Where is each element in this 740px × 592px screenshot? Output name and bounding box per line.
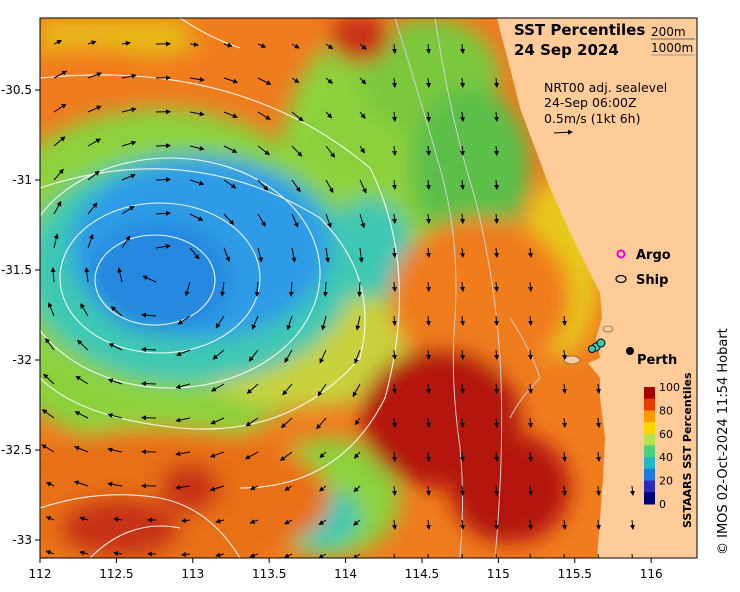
contour-legend-1000m: 1000m — [651, 41, 693, 55]
colorbar-swatch — [644, 468, 655, 482]
contour-legend-200m: 200m — [651, 25, 686, 39]
current-info-line1: NRT00 adj. sealevel — [544, 80, 667, 95]
x-tick-label: 114.5 — [405, 567, 439, 581]
colorbar-swatch — [644, 422, 655, 435]
colorbar-swatch — [644, 457, 655, 470]
map-title-line1: SST Percentiles — [514, 21, 645, 39]
colorbar-tick-label: 40 — [659, 451, 673, 464]
y-tick-label: -32.5 — [1, 443, 32, 457]
map-title-line2: 24 Sep 2024 — [514, 41, 619, 59]
x-tick-label: 113 — [181, 567, 204, 581]
colorbar-tick-label: 0 — [659, 498, 666, 511]
current-info-line2: 24-Sep 06:00Z — [544, 95, 637, 110]
y-tick-label: -30.5 — [1, 83, 32, 97]
x-tick-label: 112.5 — [99, 567, 133, 581]
y-tick-label: -31 — [12, 173, 32, 187]
x-tick-label: 116 — [640, 567, 663, 581]
x-tick-label: 115 — [487, 567, 510, 581]
rottnest-island — [563, 355, 581, 365]
colorbar-tick-label: 80 — [659, 404, 673, 417]
y-tick-label: -33 — [12, 533, 32, 547]
sst-map[interactable]: SST Percentiles 24 Sep 2024 200m 1000m N… — [40, 18, 697, 558]
current-info-line3: 0.5m/s (1kt 6h) — [544, 111, 640, 126]
perth-label: Perth — [637, 353, 677, 368]
x-tick-label: 112 — [29, 567, 52, 581]
current-arrow — [155, 177, 171, 183]
credit-text: © IMOS 02-Oct-2024 11:54 Hobart — [716, 328, 731, 555]
colorbar-swatch — [644, 410, 655, 423]
map-frame[interactable]: SST Percentiles 24 Sep 2024 200m 1000m N… — [40, 18, 697, 558]
colorbar-swatch — [644, 387, 655, 400]
perth-marker — [626, 347, 634, 355]
x-tick-label: 115.5 — [558, 567, 592, 581]
island — [602, 325, 614, 333]
ship-label: Ship — [636, 273, 668, 288]
colorbar-swatch — [644, 480, 655, 493]
colorbar-tick-label: 20 — [659, 475, 673, 488]
colorbar-swatch — [644, 445, 655, 458]
colorbar-swatch — [644, 492, 655, 505]
colorbar-tick-label: 60 — [659, 428, 673, 441]
x-tick-label: 114 — [334, 567, 357, 581]
y-tick-label: -31.5 — [1, 263, 32, 277]
current-arrow — [141, 381, 157, 387]
colorbar-swatch — [644, 433, 655, 446]
argo-label: Argo — [636, 248, 671, 263]
colorbar-tick-label: 100 — [659, 381, 680, 394]
current-arrow — [357, 281, 363, 297]
x-tick-label: 113.5 — [252, 567, 286, 581]
y-tick-label: -32 — [12, 353, 32, 367]
colorbar-swatch — [644, 398, 655, 411]
colorbar-label: SSTAARS SST Percentiles — [681, 372, 694, 528]
